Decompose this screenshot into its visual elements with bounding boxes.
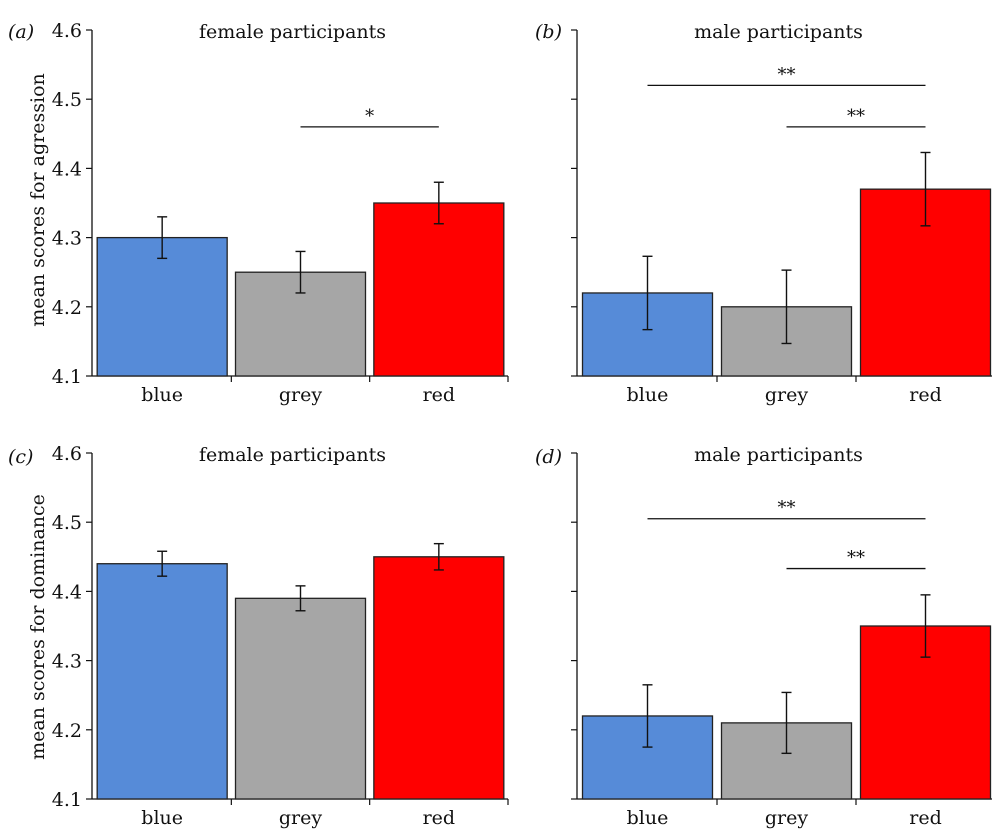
category-label-grey-b: grey (765, 384, 808, 406)
bar-blue-a (96, 236, 228, 377)
y-axis-label-top: mean scores for agression (27, 73, 49, 326)
category-label-blue-c: blue (141, 807, 183, 829)
bar-red-a (373, 202, 505, 377)
panel-letter-d: (d) (535, 446, 562, 468)
y-tick-label-c: 4.4 (52, 581, 82, 603)
significance-mark-d: ** (778, 498, 796, 519)
panel-letter-b: (b) (535, 21, 562, 43)
bar-red-c (373, 556, 505, 800)
category-label-grey-a: grey (279, 384, 322, 406)
category-label-grey-d: grey (765, 807, 808, 829)
y-tick-label-a: 4.5 (52, 89, 82, 111)
category-label-grey-c: grey (279, 807, 322, 829)
y-tick-label-a: 4.3 (52, 228, 82, 250)
category-label-blue-b: blue (627, 384, 669, 406)
y-tick-label-c: 4.5 (52, 512, 82, 534)
y-tick-label-c: 4.6 (52, 443, 82, 465)
category-label-blue-d: blue (627, 807, 669, 829)
y-tick-label-a: 4.6 (52, 20, 82, 42)
category-label-blue-a: blue (141, 384, 183, 406)
panel-title-a: female participants (199, 21, 386, 43)
y-axis-label-bottom: mean scores for dominance (27, 494, 49, 760)
panel-title-c: female participants (199, 444, 386, 466)
y-tick-label-c: 4.2 (52, 720, 82, 742)
significance-mark-b: ** (778, 64, 796, 85)
y-tick-label-c: 4.3 (52, 651, 82, 673)
category-label-red-d: red (909, 807, 942, 829)
panel-letter-c: (c) (8, 446, 33, 468)
y-tick-label-a: 4.1 (52, 366, 82, 388)
panel-title-b: male participants (694, 21, 863, 43)
bar-blue-c (96, 563, 228, 800)
category-label-red-b: red (909, 384, 942, 406)
significance-mark-a: * (365, 106, 374, 127)
panel-title-d: male participants (694, 444, 863, 466)
category-label-red-c: red (423, 807, 456, 829)
y-tick-label-a: 4.4 (52, 158, 82, 180)
y-tick-label-c: 4.1 (52, 789, 82, 811)
category-label-red-a: red (423, 384, 456, 406)
bar-grey-c (234, 597, 367, 800)
y-tick-label-a: 4.2 (52, 297, 82, 319)
significance-mark-d: ** (847, 548, 865, 569)
panel-letter-a: (a) (8, 21, 34, 43)
significance-mark-b: ** (847, 106, 865, 127)
